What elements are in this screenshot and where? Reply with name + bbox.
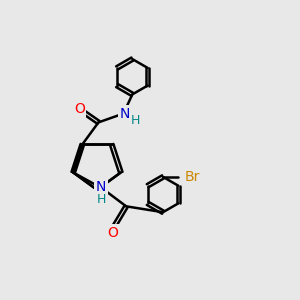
Text: S: S xyxy=(93,191,101,205)
Text: O: O xyxy=(74,102,85,116)
Text: N: N xyxy=(120,106,130,121)
Text: H: H xyxy=(97,193,106,206)
Text: Br: Br xyxy=(185,170,200,184)
Text: H: H xyxy=(131,113,141,127)
Text: N: N xyxy=(96,180,106,194)
Text: O: O xyxy=(107,226,118,240)
